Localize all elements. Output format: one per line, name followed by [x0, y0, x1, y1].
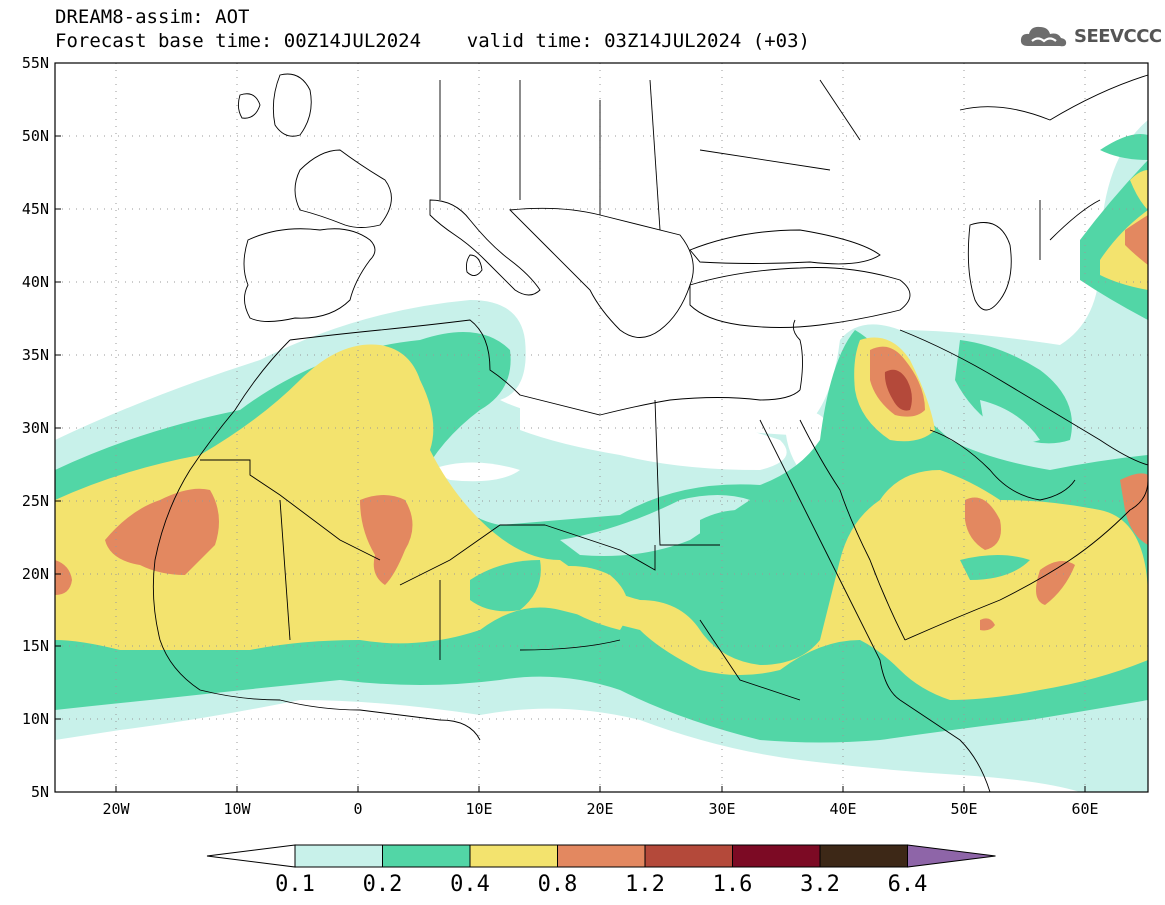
- colorbar-label: 0.2: [363, 872, 403, 897]
- logo-text: SEEVCCC: [1074, 25, 1162, 47]
- colorbar-label: 0.1: [275, 872, 315, 897]
- lat-label: 15N: [22, 637, 49, 655]
- colorbar-segment-high: [907, 844, 996, 868]
- lat-label: 45N: [22, 200, 49, 218]
- aot-contour-0.1-inner: [560, 400, 1040, 556]
- colorbar-segment: [644, 844, 733, 868]
- aot-field: [55, 63, 1148, 792]
- colorbar-label: 6.4: [888, 872, 928, 897]
- lon-label: 10E: [465, 800, 492, 818]
- lat-label: 20N: [22, 565, 49, 583]
- colorbar-label: 3.2: [800, 872, 840, 897]
- lat-label: 25N: [22, 492, 49, 510]
- lon-label: 10W: [223, 800, 251, 818]
- tick-marks: [55, 62, 1086, 793]
- aot-contour-0.2-inner: [470, 510, 1030, 612]
- colorbar-label: 1.2: [625, 872, 665, 897]
- aot-contour-1.2: [884, 369, 912, 411]
- colorbar-label: 0.8: [538, 872, 578, 897]
- colorbar-segment: [732, 844, 821, 868]
- lat-label: 50N: [22, 127, 49, 145]
- colorbar-segment-low: [206, 844, 296, 868]
- graticule: [55, 63, 1148, 792]
- colorbar-segment: [557, 844, 646, 868]
- lat-label: 40N: [22, 273, 49, 291]
- lon-label: 40E: [829, 800, 856, 818]
- cloud-icon: [1020, 26, 1067, 47]
- lon-label: 20W: [102, 800, 130, 818]
- lon-label: 20E: [586, 800, 613, 818]
- lat-label: 5N: [31, 783, 49, 801]
- longitude-labels: 20W 10W 0 10E 20E 30E 40E 50E 60E: [102, 800, 1098, 818]
- map-title: DREAM8-assim: AOT: [55, 6, 250, 28]
- lat-label: 35N: [22, 346, 49, 364]
- lon-label: 30E: [708, 800, 735, 818]
- colorbar: 0.1 0.2 0.4 0.8 1.2 1.6 3.2 6.4: [206, 844, 996, 897]
- colorbar-segment: [819, 844, 908, 868]
- lon-label: 60E: [1071, 800, 1098, 818]
- seevccc-logo: SEEVCCC: [1018, 22, 1162, 50]
- lat-label: 55N: [22, 54, 49, 72]
- colorbar-segment: [382, 844, 471, 868]
- colorbar-segment: [469, 844, 558, 868]
- lon-label: 50E: [950, 800, 977, 818]
- lat-label: 30N: [22, 419, 49, 437]
- lat-label: 10N: [22, 710, 49, 728]
- coastlines: [152, 73, 1148, 792]
- lon-label: 0: [353, 800, 362, 818]
- latitude-labels: 55N 50N 45N 40N 35N 30N 25N 20N 15N 10N …: [22, 54, 49, 801]
- colorbar-label: 0.4: [450, 872, 490, 897]
- forecast-time-line: Forecast base time: 00Z14JUL2024 valid t…: [55, 30, 810, 52]
- colorbar-label: 1.6: [713, 872, 753, 897]
- colorbar-segment: [294, 844, 383, 868]
